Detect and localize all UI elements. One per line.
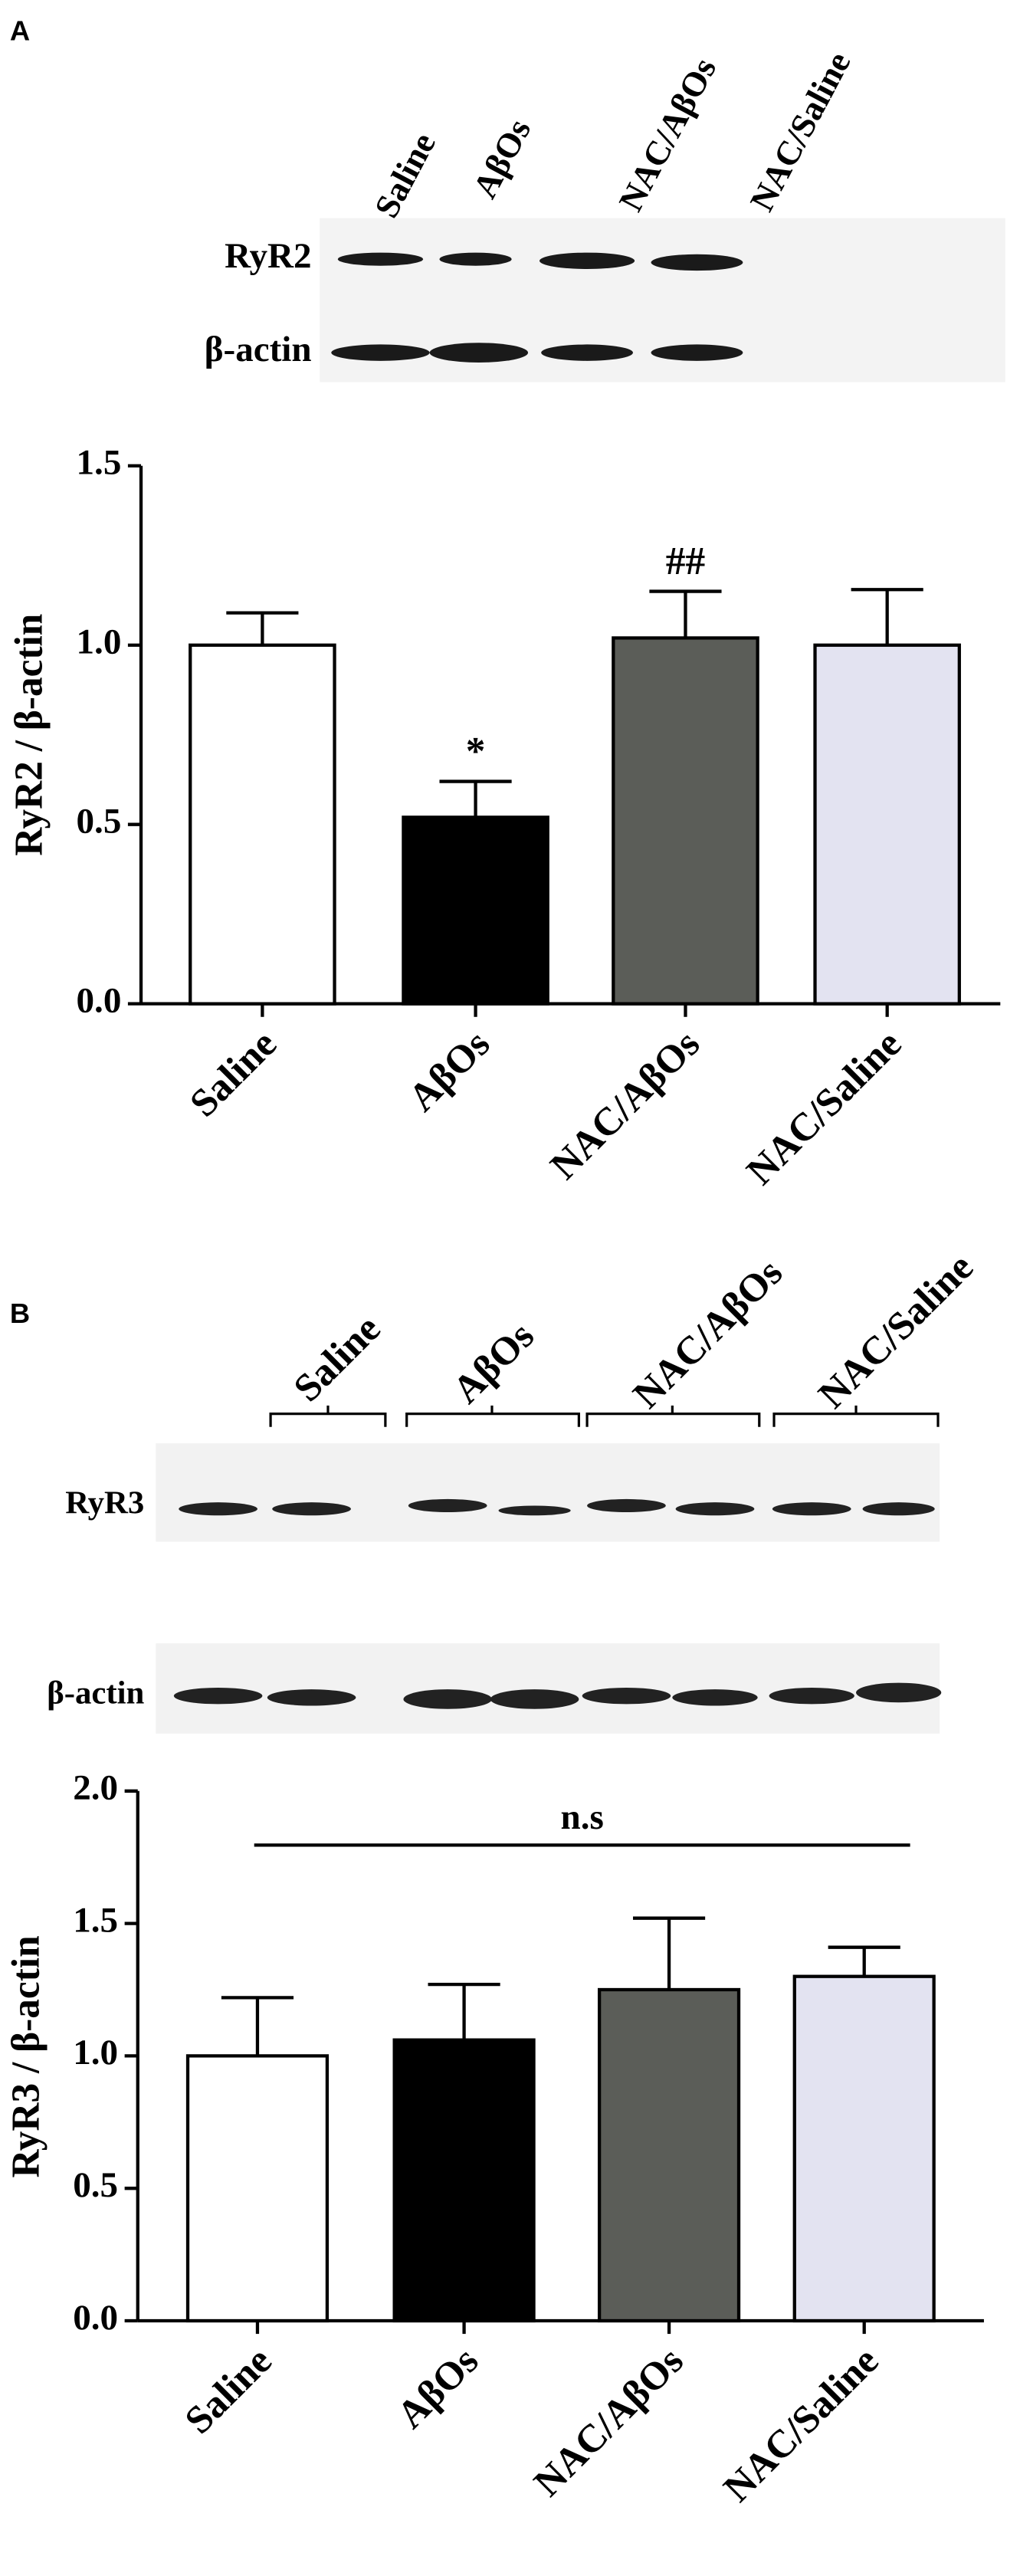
blot-bands [331,252,743,363]
y-tick-label: 0.5 [77,801,122,841]
y-tick-label: 1.5 [77,443,122,483]
lane-label: Saline [285,1307,389,1410]
lane-label: NAC/AβOs [612,51,724,217]
blot-bands [173,1498,942,1709]
x-tick-label: NAC/AβOs [526,2339,692,2505]
bar [185,2054,330,2323]
x-tick-label: NAC/Saline [738,1022,910,1193]
lane-label: AβOs [444,1314,543,1412]
x-tick-label: AβOs [389,2339,487,2437]
blot-row-label: β-actin [47,1675,144,1711]
blot-background [156,1443,940,1542]
y-tick-label: 1.5 [73,1900,118,1940]
lane-label: NAC/AβOs [625,1251,791,1417]
y-tick-label: 2.0 [73,1768,118,1808]
blot-row-label: RyR3 [65,1485,144,1521]
lane-brackets [269,1405,940,1427]
bar [612,636,759,1006]
x-tick-label: Saline [176,2339,280,2443]
panel-label: B [10,1298,30,1329]
significance-label: ## [666,540,705,583]
y-tick-label: 1.0 [77,622,122,662]
x-tick-label: AβOs [400,1022,498,1120]
x-tick-label: NAC/Saline [715,2339,887,2511]
y-tick-label: 0.0 [73,2298,118,2338]
bar [813,643,961,1006]
bar [792,1974,936,2323]
y-tick-label: 0.5 [73,2165,118,2205]
significance-label: n.s [561,1797,604,1837]
lane-label: NAC/Saline [743,45,858,217]
x-tick-label: NAC/AβOs [542,1022,708,1188]
bar [392,2038,536,2323]
significance-label: * [466,730,486,773]
x-tick-label: Saline [182,1022,285,1125]
lane-label: Saline [367,126,443,224]
y-axis-label: RyR2 / β-actin [8,614,51,856]
bar [402,815,549,1006]
lane-label: AβOs [465,113,538,204]
lane-label: NAC/Saline [810,1245,982,1417]
y-tick-label: 1.0 [73,2033,118,2072]
y-axis-label: RyR3 / β-actin [4,1935,48,2177]
bar [597,1987,741,2323]
blot-row-label: β-actin [205,330,312,369]
panel-label: A [10,15,30,46]
bar [189,643,336,1006]
blot-row-label: RyR2 [225,236,311,276]
y-tick-label: 0.0 [77,980,122,1020]
